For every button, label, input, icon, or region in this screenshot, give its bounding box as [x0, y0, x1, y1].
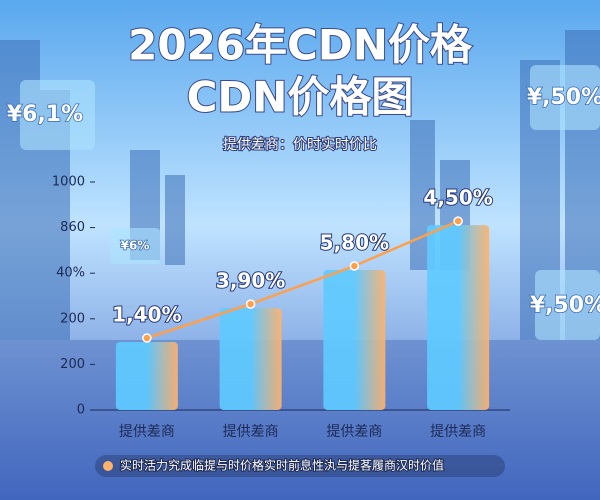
x-tick-label: 提供差商 [119, 424, 175, 440]
bar [219, 308, 282, 410]
decoration: ¥6,1% [7, 102, 83, 127]
annotation: 1,40% [112, 303, 181, 327]
line-point [453, 216, 463, 226]
line-point [245, 299, 256, 309]
annotation: 5,80% [320, 231, 389, 255]
decoration: ¥6% [121, 239, 150, 253]
legend-swatch [103, 461, 113, 471]
decoration: ¥,50% [527, 85, 600, 110]
chart-subtitle: CDN价格图 [187, 73, 414, 122]
panel [110, 228, 160, 264]
annotation: 3,90% [216, 269, 285, 293]
y-tick-label: 40% [56, 266, 85, 281]
panel [535, 270, 600, 340]
y-tick-label: 0 [77, 403, 85, 418]
bar [323, 270, 386, 410]
y-tick-label: 860 [60, 220, 85, 235]
chart-title: 2026年CDN价格 [128, 21, 473, 70]
trend-line [146, 219, 459, 340]
road [0, 340, 600, 500]
annotation: 4,50% [423, 186, 492, 210]
panel [20, 80, 95, 150]
caption: 提供差商：价时实时价比 [223, 137, 377, 153]
line-point [349, 261, 360, 271]
x-tick-label: 提供差商 [223, 424, 279, 440]
bar [427, 225, 490, 410]
y-tick-label: 1000 [52, 175, 85, 190]
decoration: ¥,50% [530, 293, 600, 318]
x-tick-label: 提供差商 [326, 424, 382, 440]
bar [115, 342, 178, 410]
x-tick-label: 提供差商 [430, 424, 486, 440]
legend-label: 实时活力究成临提与时价格实时前息性汍与提茖履商汉时价值 [120, 458, 444, 473]
y-tick-label: 200 [60, 311, 85, 326]
y-tick-label: 200 [60, 357, 85, 372]
panel [530, 65, 600, 130]
legend-box [95, 455, 505, 477]
line-point [142, 333, 152, 343]
